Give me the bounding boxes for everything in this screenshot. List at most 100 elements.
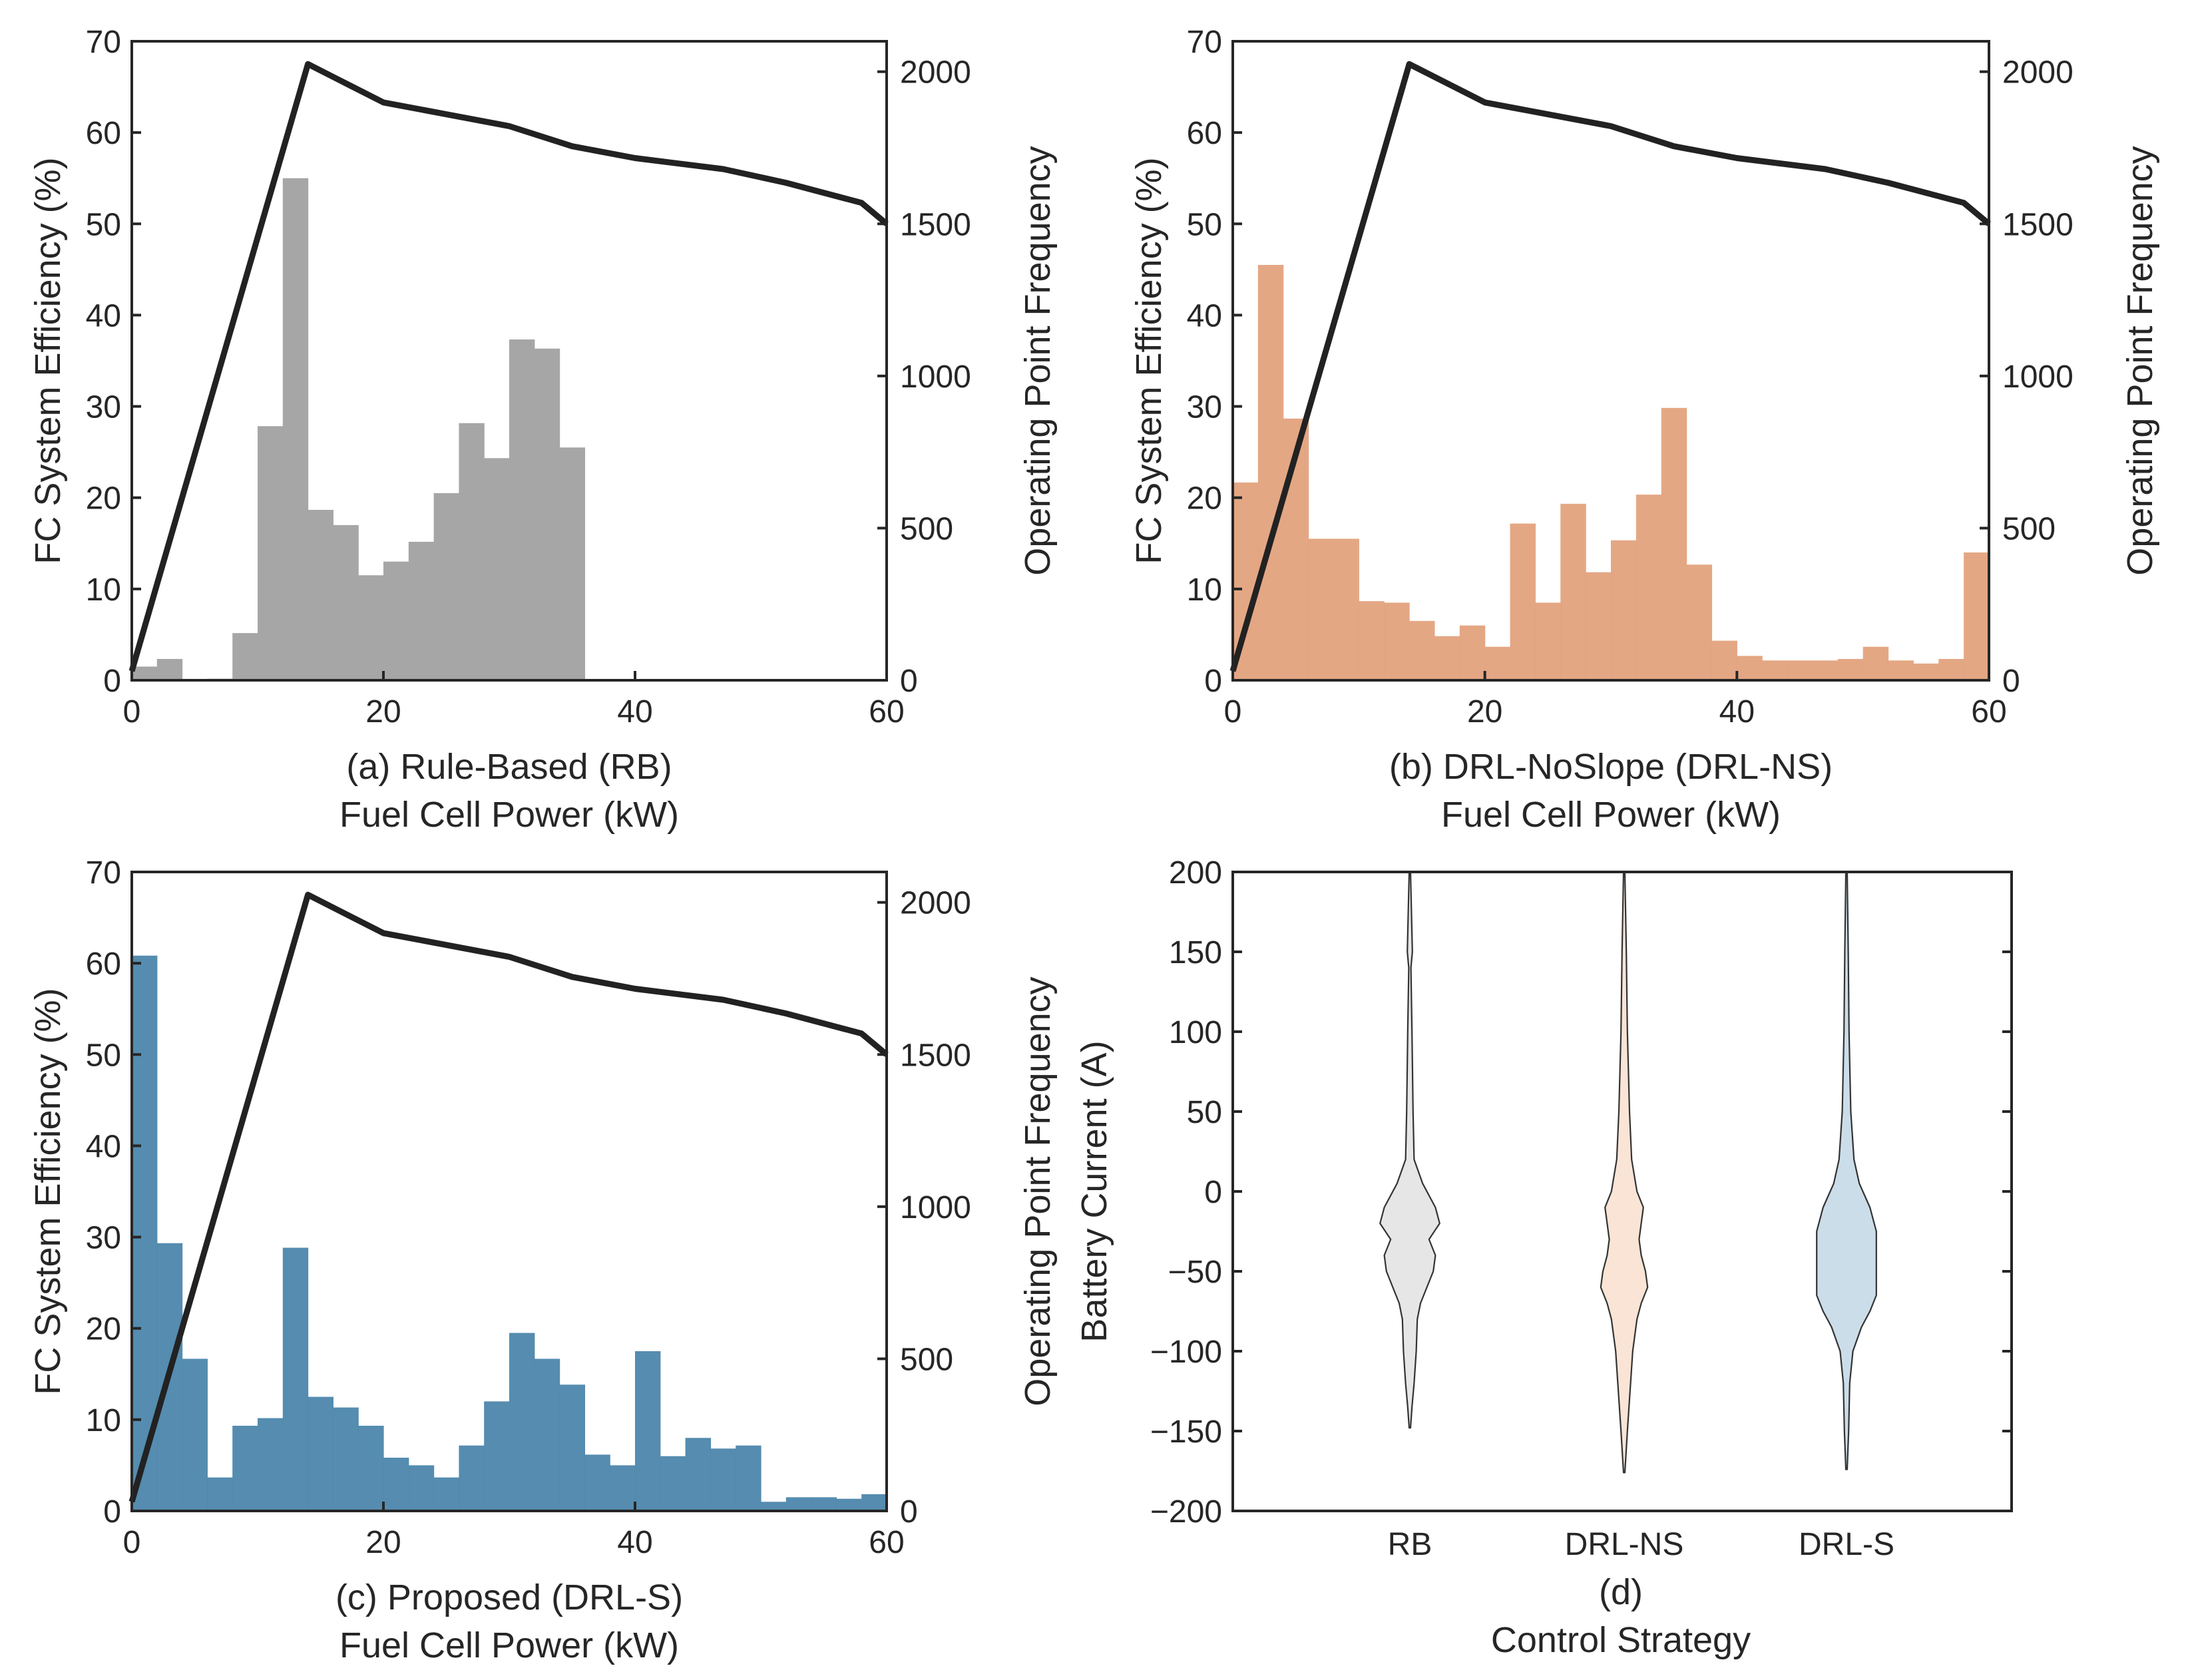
x-axis-label: Fuel Cell Power (kW) xyxy=(339,1625,679,1665)
y2-tick-label: 1500 xyxy=(900,207,971,242)
histogram-bar xyxy=(1636,495,1662,680)
y-tick-label: 50 xyxy=(86,207,121,242)
y-tick-label: 60 xyxy=(86,946,121,982)
x-axis-label: Control Strategy xyxy=(1491,1620,1751,1660)
panel-d-battery-current-violins: 200 150 100 50 0 −50 −100 −150 −200 RB DRL-NS DRL-S… xyxy=(1074,855,2013,1660)
histogram-bar xyxy=(509,1333,535,1511)
histogram-bar xyxy=(660,1456,686,1511)
x-tick-label: 20 xyxy=(365,694,401,730)
histogram-bar xyxy=(811,1497,837,1511)
histogram-bar xyxy=(559,1384,585,1511)
panel-c-proposed-drl-s: 0 20 40 600102030405060700500100015002000FC… xyxy=(28,855,1058,1665)
x-category-label: DRL-NS xyxy=(1565,1527,1684,1562)
y2-tick-label: 1000 xyxy=(2002,359,2074,395)
y2-tick-label: 1000 xyxy=(900,359,971,395)
histogram-bar xyxy=(710,1448,736,1511)
histogram-bar xyxy=(1384,602,1410,680)
histogram-bar xyxy=(308,510,333,680)
histogram-bar xyxy=(534,348,560,680)
histogram-bar xyxy=(1762,660,1788,680)
histogram-bar xyxy=(1484,646,1511,680)
y-tick-label: −200 xyxy=(1150,1494,1222,1530)
x-tick-label: 20 xyxy=(365,1525,401,1560)
histogram-bar xyxy=(1837,659,1864,680)
panel-caption: (d) xyxy=(1599,1572,1643,1612)
x-category-label: RB xyxy=(1388,1527,1432,1562)
x-tick-label: 40 xyxy=(1719,694,1755,730)
histogram-bar xyxy=(1812,660,1839,680)
histogram-bar xyxy=(1586,572,1612,680)
histogram-bar xyxy=(1409,620,1435,680)
histogram-bar xyxy=(736,1445,762,1511)
y2-tick-label: 0 xyxy=(900,1494,918,1530)
histogram-bar xyxy=(258,426,284,680)
violin-drl-ns xyxy=(1600,871,1649,1474)
panel-caption: (c) Proposed (DRL-S) xyxy=(335,1577,683,1617)
efficiency-curve xyxy=(128,61,889,672)
histogram-bar xyxy=(836,1498,862,1511)
histogram-bar xyxy=(534,1359,560,1511)
y2-tick-label: 2000 xyxy=(2002,55,2074,91)
y-axis-label: FC System Efficiency (%) xyxy=(28,988,68,1394)
histogram-bar xyxy=(1787,660,1813,680)
x-tick-label: 60 xyxy=(1971,694,2006,730)
y-tick-label: 10 xyxy=(86,572,121,608)
x-tick-label: 0 xyxy=(1224,694,1242,730)
histogram-bar xyxy=(459,423,485,680)
histogram-bar xyxy=(383,1458,409,1511)
y-tick-label: 60 xyxy=(86,116,121,151)
histogram-bar xyxy=(459,1445,485,1511)
x-tick-label: 60 xyxy=(869,1525,904,1560)
y-tick-label: 30 xyxy=(1187,390,1222,425)
panel-caption: (a) Rule-Based (RB) xyxy=(346,747,672,787)
histogram-bar xyxy=(1257,265,1284,680)
y-tick-label: 50 xyxy=(1187,207,1222,242)
y-axis-label: FC System Efficiency (%) xyxy=(1129,157,1169,564)
y-tick-label: 20 xyxy=(1187,481,1222,517)
y-tick-label: 40 xyxy=(86,298,121,333)
x-tick-label: 0 xyxy=(123,694,141,730)
histogram-bar xyxy=(484,1401,510,1511)
x-tick-label: 40 xyxy=(617,694,652,730)
histogram-bar xyxy=(308,1396,333,1511)
y-tick-label: 70 xyxy=(86,25,121,60)
y-tick-label: 20 xyxy=(86,1312,121,1347)
x-category-label: DRL-S xyxy=(1799,1527,1894,1562)
y-tick-label: 10 xyxy=(1187,572,1222,608)
histogram-bar xyxy=(1510,523,1536,680)
histogram-bar xyxy=(1938,659,1964,680)
y-tick-label: 0 xyxy=(1204,664,1222,699)
efficiency-curve xyxy=(1229,61,1991,672)
histogram-bar xyxy=(1686,564,1713,680)
y-axis-label: FC System Efficiency (%) xyxy=(28,157,68,564)
histogram-bar xyxy=(1711,640,1737,680)
y2-tick-label: 0 xyxy=(2002,664,2020,699)
histogram-bar xyxy=(1459,625,1486,680)
histogram-bar xyxy=(1913,663,1939,680)
histogram-bar xyxy=(1535,602,1561,680)
y-tick-label: 20 xyxy=(86,481,121,517)
y-tick-label: 100 xyxy=(1169,1015,1222,1050)
histogram-bar xyxy=(1862,646,1889,680)
y-tick-label: 200 xyxy=(1169,855,1222,891)
histogram-bar xyxy=(433,493,459,680)
y-tick-label: 40 xyxy=(1187,298,1222,333)
histogram-bar xyxy=(383,561,409,680)
histogram-bar xyxy=(333,525,359,680)
y-tick-label: 30 xyxy=(86,1221,121,1256)
histogram-bar xyxy=(358,1426,384,1511)
y-tick-label: 60 xyxy=(1187,116,1222,151)
histogram-bar xyxy=(1359,601,1385,680)
y2-axis-label: Operating Point Frequency xyxy=(2120,146,2160,575)
y-tick-label: 0 xyxy=(1204,1175,1222,1210)
histogram-bar xyxy=(1888,660,1914,680)
y-tick-label: 0 xyxy=(103,664,121,699)
y-axis-label: Battery Current (A) xyxy=(1074,1040,1114,1342)
y-tick-label: −50 xyxy=(1168,1255,1222,1290)
axes-frame xyxy=(130,40,888,682)
histogram-bar xyxy=(258,1418,284,1511)
histogram-bar xyxy=(484,458,510,680)
y2-tick-label: 500 xyxy=(900,511,953,546)
y-tick-label: 50 xyxy=(1187,1095,1222,1130)
